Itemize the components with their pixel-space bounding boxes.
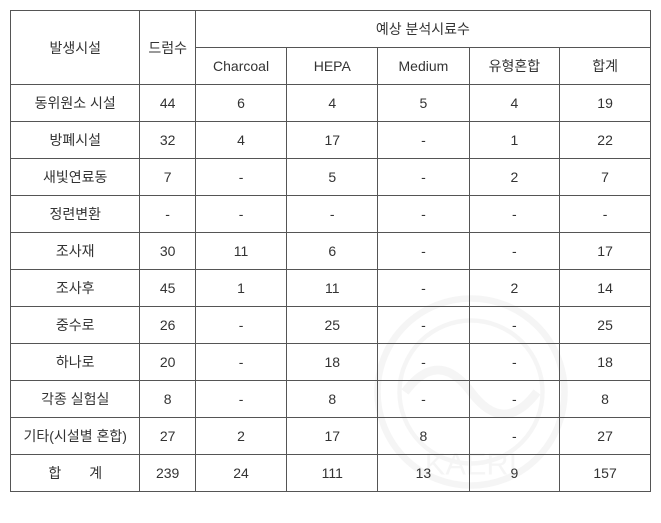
cell-value: 19 bbox=[560, 85, 651, 122]
cell-value: 1 bbox=[195, 270, 286, 307]
header-hepa: HEPA bbox=[287, 48, 378, 85]
cell-value: - bbox=[195, 196, 286, 233]
cell-value: - bbox=[469, 418, 560, 455]
cell-value: 6 bbox=[287, 233, 378, 270]
cell-value: 22 bbox=[560, 122, 651, 159]
cell-value: - bbox=[195, 344, 286, 381]
cell-value: - bbox=[378, 307, 469, 344]
cell-value: 17 bbox=[287, 418, 378, 455]
cell-value: 2 bbox=[195, 418, 286, 455]
cell-drum: 27 bbox=[140, 418, 195, 455]
cell-value: 111 bbox=[287, 455, 378, 492]
cell-facility: 방폐시설 bbox=[11, 122, 140, 159]
cell-facility: 합 계 bbox=[11, 455, 140, 492]
cell-value: 5 bbox=[378, 85, 469, 122]
cell-value: 8 bbox=[378, 418, 469, 455]
cell-value: 4 bbox=[195, 122, 286, 159]
cell-facility: 조사후 bbox=[11, 270, 140, 307]
cell-drum: 32 bbox=[140, 122, 195, 159]
cell-value: - bbox=[378, 233, 469, 270]
cell-value: - bbox=[469, 233, 560, 270]
table-row: 하나로20-18--18 bbox=[11, 344, 651, 381]
cell-drum: 20 bbox=[140, 344, 195, 381]
cell-value: 8 bbox=[287, 381, 378, 418]
cell-value: 157 bbox=[560, 455, 651, 492]
cell-value: - bbox=[560, 196, 651, 233]
cell-value: 25 bbox=[287, 307, 378, 344]
table-row: 새빛연료동7-5-27 bbox=[11, 159, 651, 196]
cell-facility: 중수로 bbox=[11, 307, 140, 344]
cell-facility: 하나로 bbox=[11, 344, 140, 381]
cell-value: - bbox=[195, 307, 286, 344]
data-table: 발생시설 드럼수 예상 분석시료수 Charcoal HEPA Medium 유… bbox=[10, 10, 651, 492]
cell-value: 25 bbox=[560, 307, 651, 344]
table-row: 정련변환------ bbox=[11, 196, 651, 233]
cell-value: - bbox=[378, 122, 469, 159]
cell-value: - bbox=[378, 159, 469, 196]
header-facility: 발생시설 bbox=[11, 11, 140, 85]
cell-value: 18 bbox=[560, 344, 651, 381]
header-total: 합계 bbox=[560, 48, 651, 85]
cell-value: 2 bbox=[469, 270, 560, 307]
cell-drum: 7 bbox=[140, 159, 195, 196]
cell-value: - bbox=[378, 381, 469, 418]
table-row: 합 계23924111139157 bbox=[11, 455, 651, 492]
cell-facility: 정련변환 bbox=[11, 196, 140, 233]
cell-value: - bbox=[287, 196, 378, 233]
cell-facility: 각종 실험실 bbox=[11, 381, 140, 418]
cell-value: 11 bbox=[287, 270, 378, 307]
table-row: 조사재30116--17 bbox=[11, 233, 651, 270]
cell-value: 27 bbox=[560, 418, 651, 455]
cell-value: - bbox=[469, 307, 560, 344]
header-charcoal: Charcoal bbox=[195, 48, 286, 85]
table-row: 동위원소 시설44645419 bbox=[11, 85, 651, 122]
cell-value: 1 bbox=[469, 122, 560, 159]
cell-drum: 8 bbox=[140, 381, 195, 418]
cell-facility: 조사재 bbox=[11, 233, 140, 270]
cell-value: 7 bbox=[560, 159, 651, 196]
cell-value: 5 bbox=[287, 159, 378, 196]
cell-drum: 239 bbox=[140, 455, 195, 492]
cell-value: 6 bbox=[195, 85, 286, 122]
cell-drum: 45 bbox=[140, 270, 195, 307]
header-row-1: 발생시설 드럼수 예상 분석시료수 bbox=[11, 11, 651, 48]
cell-value: 18 bbox=[287, 344, 378, 381]
cell-facility: 새빛연료동 bbox=[11, 159, 140, 196]
table-row: 기타(시설별 혼합)272178-27 bbox=[11, 418, 651, 455]
cell-drum: 26 bbox=[140, 307, 195, 344]
cell-value: 9 bbox=[469, 455, 560, 492]
table-row: 방폐시설32417-122 bbox=[11, 122, 651, 159]
cell-drum: 30 bbox=[140, 233, 195, 270]
cell-value: 4 bbox=[287, 85, 378, 122]
cell-value: 11 bbox=[195, 233, 286, 270]
cell-value: - bbox=[378, 344, 469, 381]
cell-value: 13 bbox=[378, 455, 469, 492]
header-drum: 드럼수 bbox=[140, 11, 195, 85]
cell-value: 8 bbox=[560, 381, 651, 418]
cell-value: - bbox=[378, 196, 469, 233]
cell-facility: 기타(시설별 혼합) bbox=[11, 418, 140, 455]
header-medium: Medium bbox=[378, 48, 469, 85]
cell-drum: 44 bbox=[140, 85, 195, 122]
table-row: 각종 실험실8-8--8 bbox=[11, 381, 651, 418]
cell-value: 17 bbox=[560, 233, 651, 270]
cell-facility: 동위원소 시설 bbox=[11, 85, 140, 122]
cell-value: - bbox=[195, 159, 286, 196]
cell-value: 17 bbox=[287, 122, 378, 159]
cell-value: 2 bbox=[469, 159, 560, 196]
cell-value: - bbox=[469, 196, 560, 233]
cell-value: - bbox=[195, 381, 286, 418]
header-mixed: 유형혼합 bbox=[469, 48, 560, 85]
cell-value: 4 bbox=[469, 85, 560, 122]
header-expected: 예상 분석시료수 bbox=[195, 11, 650, 48]
table-row: 조사후45111-214 bbox=[11, 270, 651, 307]
cell-value: 14 bbox=[560, 270, 651, 307]
cell-value: 24 bbox=[195, 455, 286, 492]
cell-value: - bbox=[469, 344, 560, 381]
cell-value: - bbox=[378, 270, 469, 307]
table-row: 중수로26-25--25 bbox=[11, 307, 651, 344]
cell-value: - bbox=[469, 381, 560, 418]
cell-drum: - bbox=[140, 196, 195, 233]
